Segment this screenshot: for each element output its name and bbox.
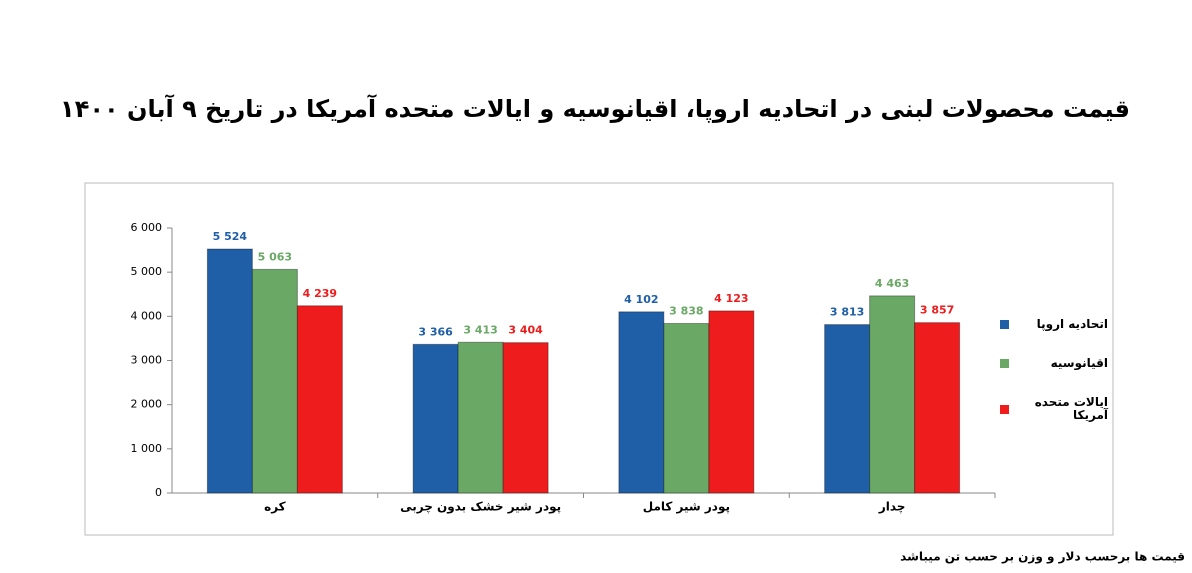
y-tick-label: 2 000 (131, 398, 163, 411)
bar (296, 305, 343, 494)
bar (251, 268, 298, 494)
bar (914, 322, 961, 494)
bar (502, 342, 549, 494)
value-label: 4 239 (303, 287, 337, 300)
value-label: 5 524 (213, 230, 248, 243)
value-label: 3 838 (669, 304, 703, 317)
legend-label: اتحادیه اروپا (1036, 317, 1108, 331)
value-label: 4 102 (624, 293, 658, 306)
bar (206, 248, 253, 494)
y-tick-label: 1 000 (131, 442, 163, 455)
legend-item: اتحادیه اروپا (1000, 318, 1108, 331)
value-label: 4 123 (714, 292, 748, 305)
value-label: 3 413 (463, 323, 497, 336)
bar (412, 343, 459, 494)
legend-label: ایالات متحده آمریکا (1034, 395, 1108, 422)
y-tick-label: 6 000 (131, 221, 163, 234)
bar (663, 322, 710, 494)
legend: اتحادیه اروپا اقیانوسیه ایالات متحده آمریک… (1000, 318, 1108, 448)
value-label: 4 463 (875, 277, 909, 290)
value-label: 3 857 (920, 304, 954, 317)
x-tick-label: پودر شیر کامل (643, 500, 730, 515)
chart-frame (84, 182, 1114, 536)
value-label: 3 813 (830, 306, 864, 319)
bar (457, 341, 504, 494)
legend-item: اقیانوسیه (1000, 357, 1108, 370)
bar (618, 311, 665, 494)
x-tick-label: کره (264, 500, 286, 514)
bar (869, 295, 916, 494)
bar (708, 310, 755, 494)
x-tick-label: پودر شیر خشک بدون چربی (400, 500, 561, 515)
value-label: 3 404 (508, 324, 543, 337)
footnote: قیمت ها برحسب دلار و وزن بر حسب تن میباش… (900, 550, 1185, 565)
bar (824, 324, 871, 494)
y-tick-label: 5 000 (131, 265, 163, 278)
legend-item: ایالات متحده آمریکا (1000, 396, 1108, 422)
legend-swatch (1000, 320, 1009, 329)
legend-swatch (1000, 404, 1009, 414)
x-tick-label: چدار (878, 500, 906, 514)
legend-swatch (1000, 359, 1009, 368)
y-tick-label: 4 000 (131, 309, 163, 322)
y-tick-label: 0 (155, 486, 162, 499)
legend-label: اقیانوسیه (1050, 356, 1108, 370)
value-label: 5 063 (258, 250, 292, 263)
y-tick-label: 3 000 (131, 354, 163, 367)
chart-title: قیمت محصولات لبنی در اتحادیه اروپا، اقیا… (60, 94, 1130, 123)
value-label: 3 366 (418, 325, 453, 338)
